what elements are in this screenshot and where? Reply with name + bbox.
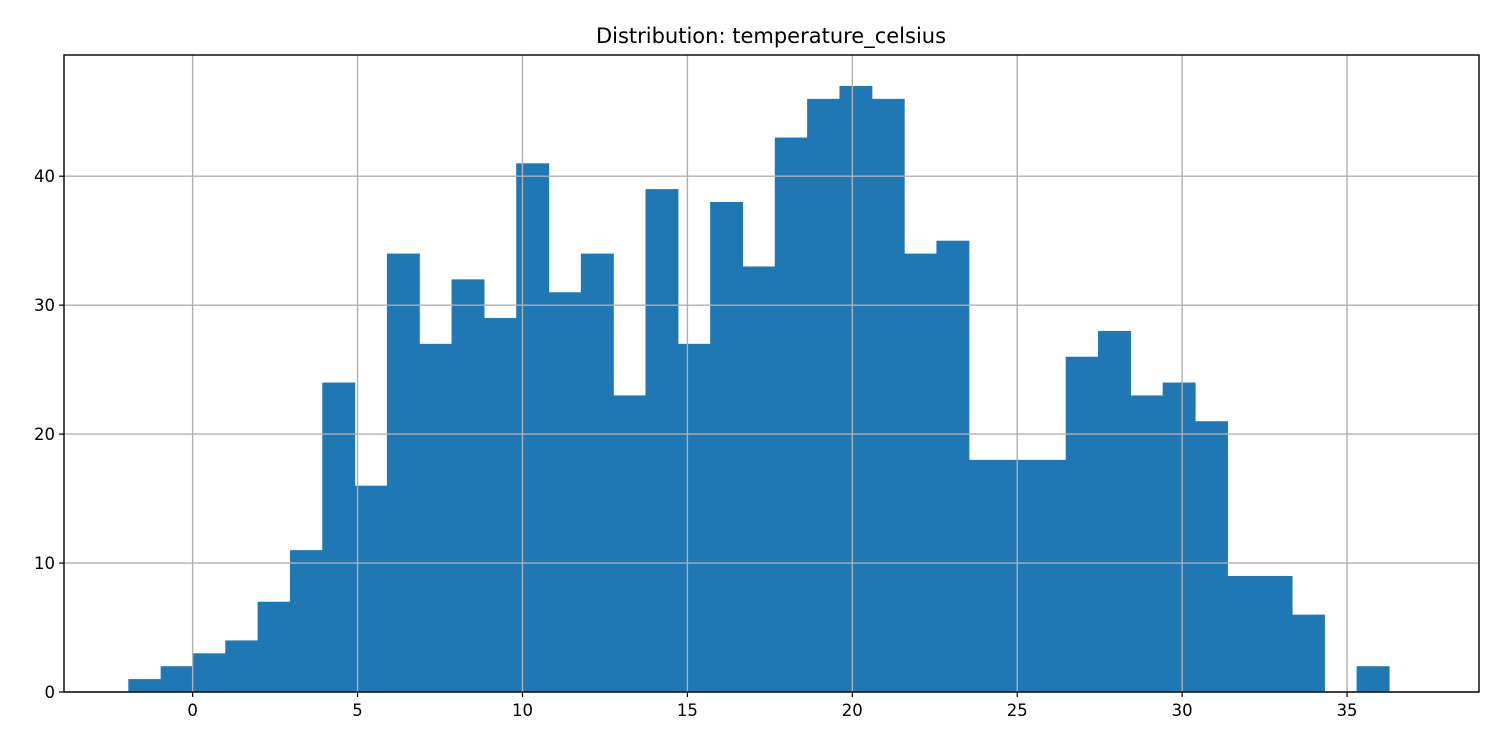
histogram-bar	[613, 395, 647, 692]
x-tick-label: 30	[1172, 701, 1193, 720]
histogram-bar	[516, 163, 550, 692]
histogram-bar	[1195, 421, 1228, 692]
histogram-bar	[968, 459, 1002, 692]
y-tick-label: 30	[34, 296, 55, 315]
y-tick-label: 10	[34, 554, 55, 573]
histogram-bar	[710, 202, 744, 692]
histogram-bar	[839, 85, 873, 692]
y-tick-label: 40	[34, 167, 55, 186]
histogram-bar	[1227, 575, 1261, 692]
x-tick-label: 5	[352, 701, 363, 720]
histogram-bar	[936, 240, 970, 692]
histogram-bar	[354, 485, 388, 692]
histogram-bar	[1259, 575, 1293, 692]
histogram-bar	[645, 189, 679, 692]
histogram-bar	[1291, 614, 1325, 692]
histogram-bar	[483, 318, 517, 692]
histogram-bar	[1356, 666, 1390, 692]
x-tick-label: 10	[512, 701, 533, 720]
histogram-bar	[289, 550, 323, 692]
histogram-bar	[580, 253, 614, 692]
x-axis-ticks: 0 5 10 15 20 25 30 35	[187, 692, 1358, 720]
histogram-bar	[128, 679, 162, 692]
y-tick-label: 20	[34, 425, 55, 444]
plot-frame	[63, 54, 1480, 693]
histogram-bar	[225, 640, 259, 692]
histogram-bar	[774, 137, 808, 693]
histogram-bar	[322, 382, 356, 692]
x-tick-label: 25	[1007, 701, 1028, 720]
histogram-bar	[1130, 395, 1164, 692]
histogram-bar	[807, 98, 841, 692]
x-tick-label: 15	[677, 701, 698, 720]
histogram-bar	[451, 279, 485, 692]
y-tick-label: 0	[45, 683, 56, 702]
histogram-bar	[1098, 330, 1131, 692]
histogram-bar	[1033, 459, 1067, 692]
histogram-bar	[904, 253, 938, 692]
x-tick-label: 35	[1337, 701, 1358, 720]
histogram-bar	[548, 292, 582, 692]
histogram-bar	[386, 253, 420, 692]
x-tick-label: 0	[187, 701, 198, 720]
chart-title: Distribution: temperature_celsius	[596, 24, 946, 49]
histogram-bar	[419, 343, 453, 692]
histogram-bar	[677, 343, 711, 692]
histogram-bar	[871, 98, 905, 692]
histogram-bar	[160, 666, 194, 692]
histogram-bar	[1162, 382, 1196, 692]
histogram-bar	[192, 653, 226, 692]
histogram-bar	[742, 266, 776, 692]
histogram-bar	[1065, 356, 1099, 692]
y-axis-ticks: 0 10 20 30 40	[34, 167, 64, 702]
x-tick-label: 20	[842, 701, 863, 720]
histogram-bar	[257, 601, 291, 692]
